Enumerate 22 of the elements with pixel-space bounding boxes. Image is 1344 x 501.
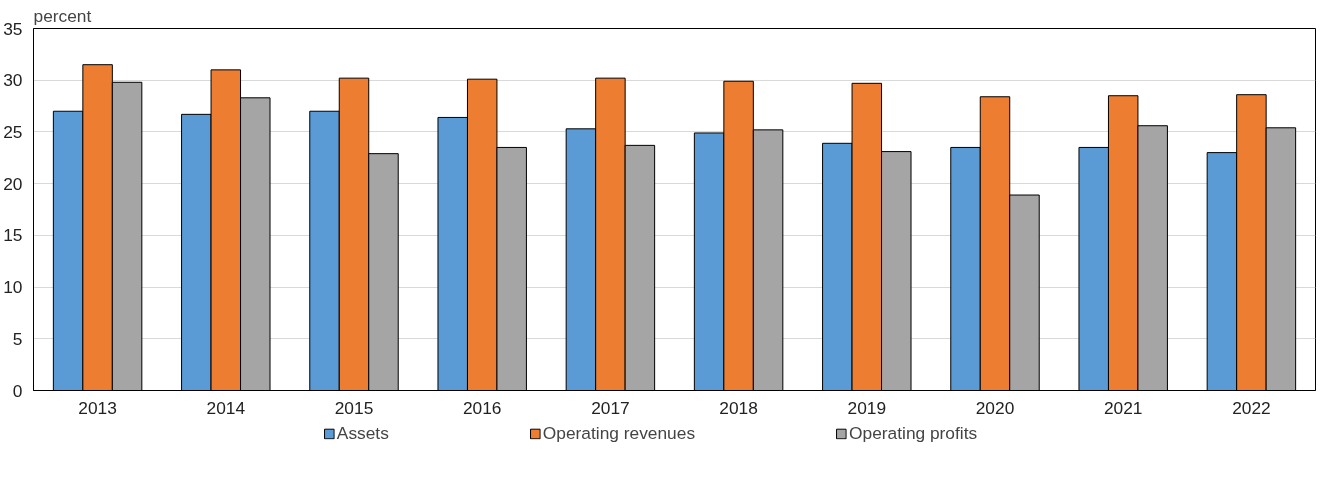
y-axis-title: percent: [33, 5, 92, 26]
x-tick-label: 2021: [1103, 397, 1143, 418]
x-tick-label: 2014: [206, 397, 246, 418]
y-tick-label: 5: [12, 328, 23, 349]
x-tick-label: 2019: [847, 397, 887, 418]
legend-label: Assets: [336, 422, 389, 444]
x-tick-label: 2022: [1232, 397, 1271, 418]
y-tick-label: 30: [3, 70, 23, 91]
y-tick-label: 35: [3, 18, 23, 39]
y-tick-label: 10: [3, 277, 23, 298]
x-tick-label: 2020: [975, 397, 1015, 418]
x-tick-label: 2013: [78, 397, 117, 418]
x-tick-label: 2016: [462, 397, 502, 418]
y-tick-label: 25: [3, 121, 23, 142]
y-tick-label: 15: [3, 225, 23, 246]
x-tick-label: 2015: [334, 397, 374, 418]
x-tick-label: 2018: [719, 397, 758, 418]
y-tick-label: 0: [12, 380, 23, 401]
legend-label: Operating profits: [849, 422, 978, 444]
legend-label: Operating revenues: [542, 422, 696, 444]
x-tick-label: 2017: [591, 397, 630, 418]
y-tick-label: 20: [3, 173, 23, 194]
